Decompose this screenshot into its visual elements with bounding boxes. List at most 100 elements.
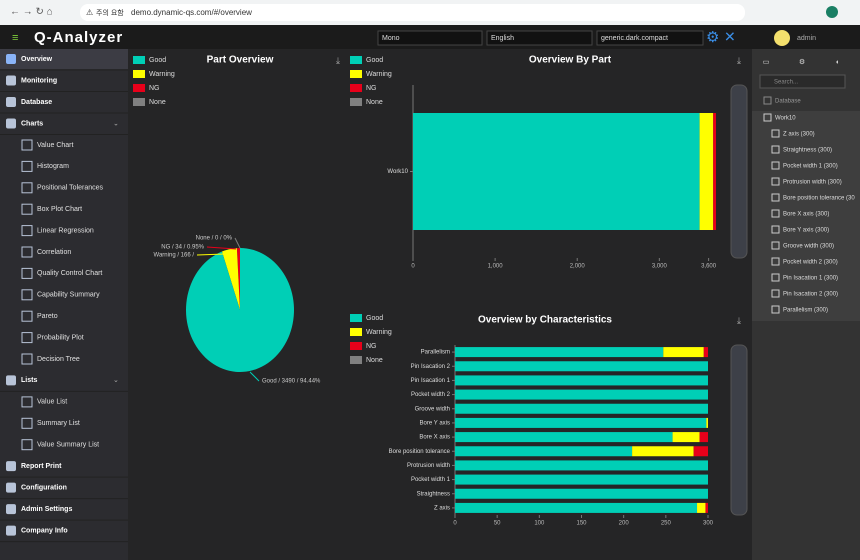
- menu-item[interactable]: Overview: [21, 56, 53, 63]
- download-icon[interactable]: ⤓: [737, 55, 741, 65]
- legend-label: None: [149, 99, 166, 106]
- legend-swatch: [133, 98, 145, 106]
- submenu-item[interactable]: Probability Plot: [37, 334, 84, 341]
- submenu-item[interactable]: Positional Tolerances: [37, 185, 104, 192]
- x-tick-label: 0: [453, 521, 457, 527]
- submenu-item[interactable]: Pareto: [37, 313, 58, 320]
- check: [763, 96, 772, 105]
- menu-icon: [6, 504, 16, 515]
- x-tick-label: 3,600: [701, 264, 717, 270]
- select[interactable]: [596, 30, 704, 46]
- bar-segment: [455, 460, 708, 471]
- tree-item[interactable]: Groove width (300): [783, 244, 834, 250]
- submenu-icon: [21, 353, 33, 365]
- tree-item[interactable]: Pin Isacation 2 (300): [783, 292, 838, 298]
- menu-icon[interactable]: ≡: [12, 32, 18, 44]
- y-tick-label: Protrusion width: [407, 463, 450, 469]
- select[interactable]: [486, 30, 593, 46]
- legend-label: NG: [149, 85, 160, 92]
- submenu-icon: [21, 396, 33, 408]
- avatar[interactable]: [774, 30, 790, 46]
- scrollbar[interactable]: [730, 344, 748, 516]
- download-icon[interactable]: ⤓: [737, 315, 741, 325]
- menu-item[interactable]: Database: [21, 99, 52, 106]
- scrollbar[interactable]: [730, 84, 748, 259]
- submenu-item[interactable]: Box Plot Chart: [37, 206, 82, 213]
- search-placeholder: Search...: [774, 80, 798, 86]
- panel-tab[interactable]: ◐: [836, 59, 840, 66]
- submenu-item[interactable]: Correlation: [37, 249, 71, 256]
- logo: Q-Analyzer: [34, 29, 123, 46]
- menu-icon: [6, 75, 16, 86]
- menu-item[interactable]: Configuration: [21, 484, 67, 491]
- bar-segment: [663, 347, 704, 358]
- bar-segment: [706, 417, 708, 428]
- submenu-item[interactable]: Summary List: [37, 420, 80, 427]
- leader-line: [196, 253, 226, 256]
- menu-item[interactable]: Company Info: [21, 527, 68, 534]
- download-icon[interactable]: ⤓: [336, 55, 340, 65]
- search-box[interactable]: [759, 74, 846, 89]
- menu-icon: [6, 54, 16, 64]
- menu-icon: [6, 525, 16, 536]
- tree-item[interactable]: Pocket width 2 (300): [783, 260, 838, 266]
- chart-title: Part Overview: [207, 55, 274, 66]
- legend-label: Warning: [366, 71, 392, 78]
- menu-item[interactable]: Lists: [21, 377, 37, 384]
- bar-segment: [632, 446, 694, 457]
- y-tick-label: Straightness: [417, 491, 450, 497]
- check: [771, 305, 780, 314]
- tree-item[interactable]: Straightness (300): [783, 148, 832, 154]
- select-value: generic.dark.compact: [601, 35, 668, 42]
- submenu-item[interactable]: Histogram: [37, 163, 69, 170]
- profile-icon[interactable]: [826, 6, 838, 18]
- legend-label: Good: [149, 57, 166, 64]
- submenu-item[interactable]: Value List: [37, 399, 67, 406]
- tree-node[interactable]: Work10: [775, 116, 796, 122]
- tree-item[interactable]: Parallelism (300): [783, 308, 828, 314]
- legend-swatch: [350, 342, 362, 350]
- address-box[interactable]: [80, 4, 745, 21]
- x-tick-label: 50: [494, 521, 501, 527]
- check: [771, 241, 780, 250]
- tree-item[interactable]: Protrusion width (300): [783, 180, 842, 186]
- submenu-item[interactable]: Value Summary List: [37, 442, 99, 449]
- legend-label: None: [366, 99, 383, 106]
- panel-tab[interactable]: ▭: [763, 59, 770, 66]
- check: [771, 273, 780, 282]
- submenu-item[interactable]: Linear Regression: [37, 227, 94, 234]
- x-tick-label: 0: [411, 264, 415, 270]
- leader-line: [234, 237, 241, 249]
- tools-icon[interactable]: ✕: [724, 29, 736, 45]
- submenu-item[interactable]: Value Chart: [37, 142, 74, 149]
- y-tick-label: Pocket width 1: [411, 477, 451, 483]
- submenu-icon: [21, 417, 33, 429]
- tree-item[interactable]: Pin Isacation 1 (300): [783, 276, 838, 282]
- legend-label: Warning: [366, 329, 392, 336]
- node-row: [752, 111, 860, 321]
- tree-item[interactable]: Bore position tolerance (30: [783, 196, 855, 202]
- panel-tab[interactable]: ⚙: [799, 58, 805, 66]
- tree-item[interactable]: Bore X axis (300): [783, 212, 829, 218]
- bar-segment: [672, 432, 700, 443]
- legend-label: Warning: [149, 71, 175, 78]
- menu-item[interactable]: Monitoring: [21, 77, 57, 84]
- x-tick-label: 300: [703, 521, 714, 527]
- select[interactable]: [377, 30, 483, 46]
- x-tick-label: 2,000: [570, 264, 586, 270]
- tree-item[interactable]: Z axis (300): [783, 132, 815, 138]
- submenu-item[interactable]: Capability Summary: [37, 292, 100, 299]
- url: demo.dynamic-qs.com/#/overview: [131, 8, 252, 17]
- settings-icon[interactable]: ⚙: [706, 29, 719, 46]
- submenu-item[interactable]: Quality Control Chart: [37, 270, 102, 277]
- submenu-item[interactable]: Decision Tree: [37, 356, 80, 363]
- menu-icon: [6, 375, 16, 386]
- submenu-icon: [21, 246, 33, 258]
- tree-item[interactable]: Bore Y axis (300): [783, 228, 829, 234]
- menu-item[interactable]: Charts: [21, 120, 43, 127]
- tree-item[interactable]: Pocket width 1 (300): [783, 164, 838, 170]
- check: [771, 145, 780, 154]
- expand-arrow: ⌄: [113, 120, 119, 127]
- menu-item[interactable]: Admin Settings: [21, 506, 72, 513]
- menu-item[interactable]: Report Print: [21, 463, 62, 470]
